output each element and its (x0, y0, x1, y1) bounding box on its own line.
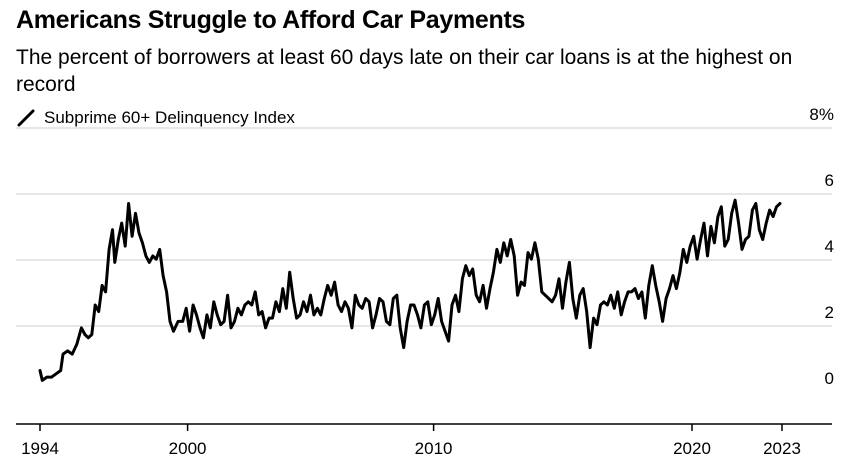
series-line-subprime-delinquency (38, 198, 782, 382)
y-tick-label: 0 (825, 369, 834, 388)
legend: Subprime 60+ Delinquency Index (16, 108, 295, 128)
chart-title: Americans Struggle to Afford Car Payment… (16, 6, 526, 34)
x-tick-label: 1994 (21, 439, 59, 458)
y-axis-ticks: 0 2 4 6 8% (809, 105, 834, 388)
y-tick-label: 4 (825, 237, 834, 256)
y-tick-label: 8% (809, 105, 834, 124)
x-tick-label: 2010 (415, 439, 453, 458)
legend-line-swatch (17, 109, 35, 127)
y-tick-label: 6 (825, 171, 834, 190)
x-tick-label: 2000 (169, 439, 207, 458)
y-tick-label: 2 (825, 303, 834, 322)
x-tick-label: 2023 (763, 439, 801, 458)
x-axis-ticks: 1994 2000 2010 2020 2023 (21, 424, 801, 458)
chart-subtitle: The percent of borrowers at least 60 day… (16, 46, 793, 96)
legend-label: Subprime 60+ Delinquency Index (44, 108, 295, 127)
x-tick-label: 2020 (673, 439, 711, 458)
